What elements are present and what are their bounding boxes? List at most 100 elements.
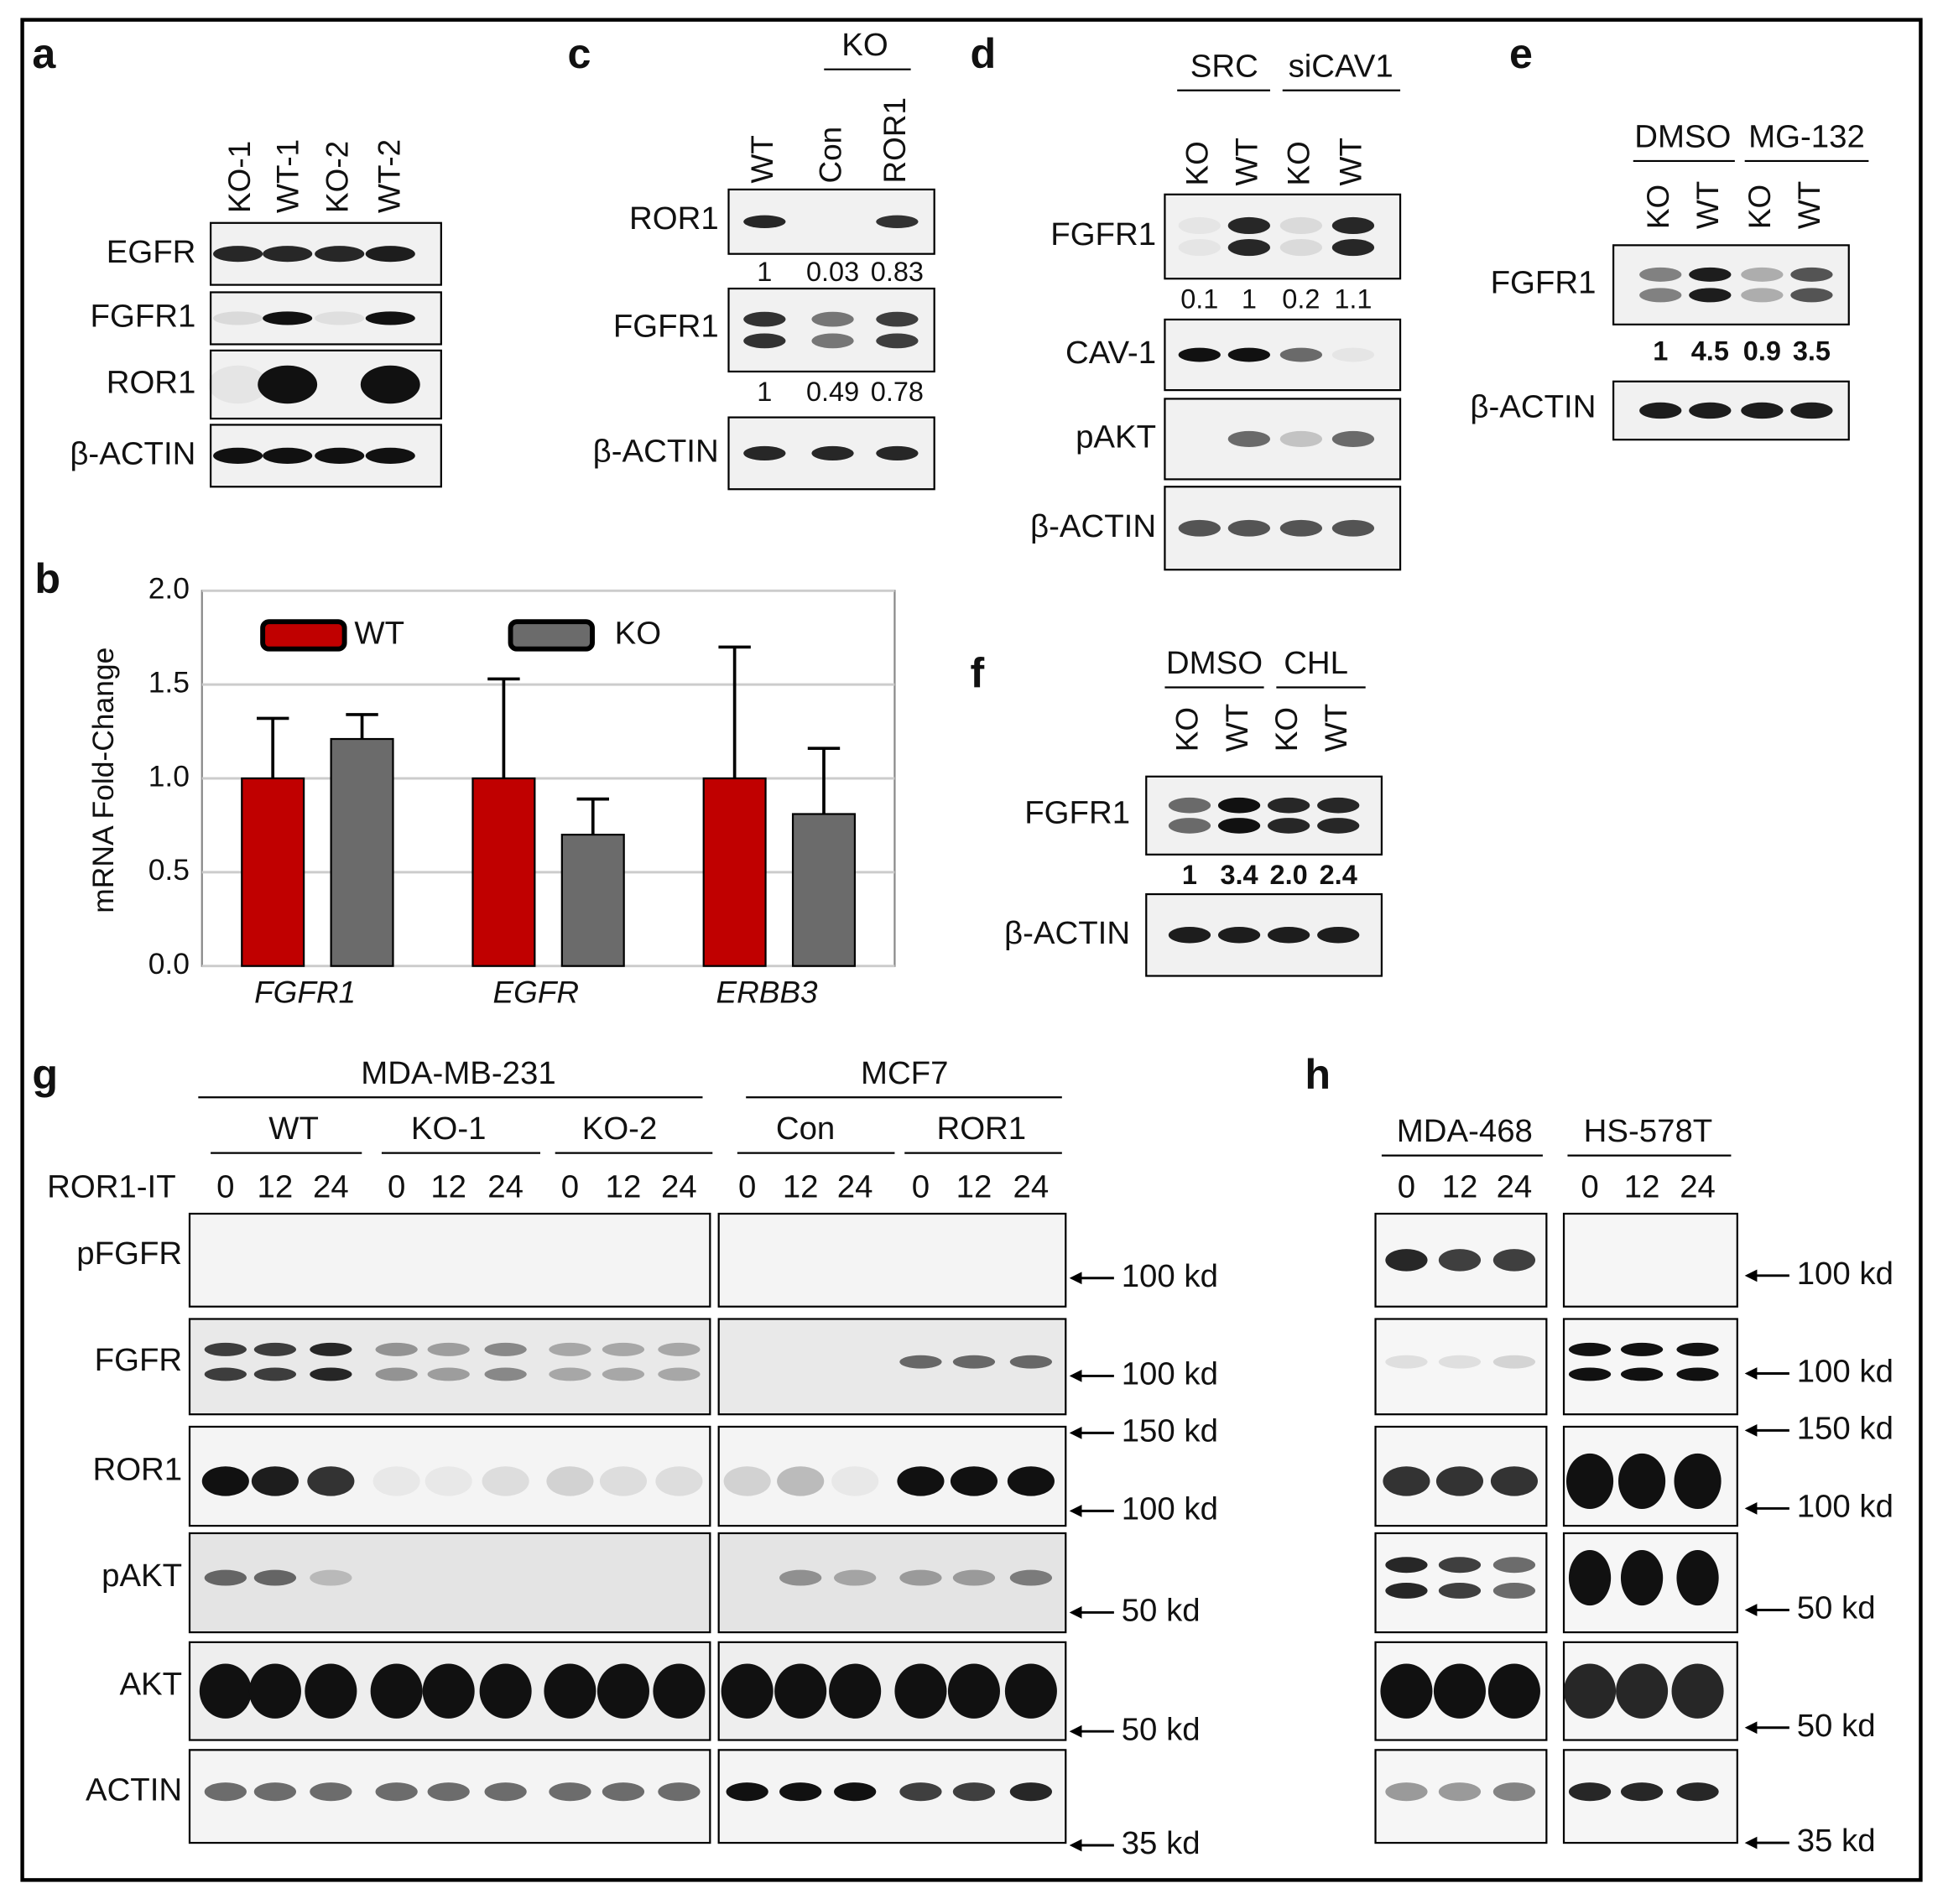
- size-marker: 35 kd: [1797, 1823, 1876, 1859]
- quantification: 0.9: [1743, 336, 1781, 366]
- marker-arrowhead: [1744, 1367, 1758, 1380]
- band: [1383, 1466, 1430, 1496]
- row-label: ROR1: [629, 200, 719, 237]
- band: [1676, 1782, 1719, 1802]
- legend-label: WT: [354, 616, 404, 652]
- band: [310, 1569, 352, 1586]
- size-marker: 100 kd: [1122, 1491, 1218, 1527]
- band: [1331, 239, 1375, 257]
- band: [310, 1342, 352, 1356]
- error-bar: [487, 677, 520, 779]
- blot: [1374, 1532, 1548, 1634]
- band: [1741, 288, 1784, 303]
- band: [1227, 519, 1270, 537]
- band: [1004, 1663, 1057, 1719]
- group-label: MCF7: [861, 1055, 948, 1091]
- band: [1487, 1663, 1540, 1719]
- marker-arrowhead: [1069, 1426, 1082, 1439]
- band: [1385, 1782, 1428, 1802]
- group-label: DMSO: [1166, 645, 1263, 681]
- band: [655, 1466, 703, 1496]
- band: [365, 311, 415, 325]
- band: [1009, 1782, 1053, 1802]
- marker-arrowhead: [1744, 1502, 1758, 1515]
- band: [1433, 1663, 1486, 1719]
- band: [1227, 347, 1270, 362]
- band: [1168, 927, 1211, 944]
- band: [251, 1466, 299, 1496]
- band: [365, 246, 415, 263]
- blot: [188, 1318, 711, 1416]
- band: [484, 1782, 527, 1802]
- panel-label: h: [1305, 1051, 1331, 1098]
- marker-arrowhead: [1069, 1272, 1082, 1285]
- band: [315, 246, 365, 263]
- y-axis-label: mRNA Fold-Change: [86, 648, 120, 913]
- size-marker: 100 kd: [1797, 1256, 1894, 1292]
- lane-label: KO: [1170, 707, 1205, 752]
- band: [365, 447, 415, 464]
- group-label: DMSO: [1634, 119, 1731, 155]
- band: [947, 1663, 1000, 1719]
- time-label: 0: [561, 1169, 579, 1205]
- bar: [330, 737, 394, 967]
- quantification: 1: [1242, 284, 1257, 314]
- band: [1790, 267, 1833, 282]
- error-bar: [256, 716, 289, 779]
- time-label: 24: [1013, 1169, 1050, 1205]
- band: [208, 365, 268, 404]
- lane-label: KO: [1742, 185, 1777, 229]
- band: [427, 1342, 470, 1356]
- band: [375, 1782, 418, 1802]
- band: [372, 1466, 420, 1496]
- legend-swatch: [260, 619, 347, 652]
- group-label: HS-578T: [1584, 1113, 1713, 1149]
- size-marker: 100 kd: [1797, 1489, 1894, 1525]
- band: [1564, 1663, 1617, 1719]
- band: [777, 1466, 825, 1496]
- group-label: MDA-468: [1397, 1113, 1533, 1149]
- band: [950, 1466, 998, 1496]
- group-label: MDA-MB-231: [361, 1055, 555, 1091]
- band: [876, 311, 919, 327]
- band: [1178, 519, 1221, 537]
- marker-arrowhead: [1069, 1839, 1082, 1852]
- time-label: 0: [388, 1169, 405, 1205]
- band: [479, 1663, 532, 1719]
- row-label: FGFR1: [613, 308, 719, 344]
- band: [1490, 1466, 1539, 1496]
- band: [1438, 1557, 1482, 1574]
- band: [1741, 267, 1784, 282]
- size-marker: 50 kd: [1797, 1708, 1876, 1744]
- band: [1331, 216, 1375, 235]
- band: [1331, 347, 1375, 362]
- band: [1492, 1355, 1536, 1369]
- panel-label: f: [971, 649, 985, 696]
- blot: [717, 1425, 1067, 1527]
- band: [375, 1342, 418, 1356]
- row-label: β-ACTIN: [593, 434, 719, 470]
- row-label: FGFR: [95, 1342, 182, 1378]
- error-bar: [346, 713, 378, 740]
- band: [315, 311, 365, 325]
- blot: [1374, 1318, 1548, 1416]
- bar: [471, 777, 536, 967]
- band: [1676, 1550, 1719, 1606]
- lane-label: WT: [1230, 138, 1264, 185]
- band: [1007, 1466, 1055, 1496]
- band: [1279, 347, 1323, 362]
- band: [1268, 927, 1310, 944]
- band: [1009, 1355, 1053, 1369]
- legend-swatch: [508, 619, 595, 652]
- band: [599, 1466, 648, 1496]
- band: [1331, 519, 1375, 537]
- band: [1438, 1355, 1482, 1369]
- band: [549, 1367, 591, 1381]
- band: [743, 445, 786, 460]
- size-marker: 100 kd: [1797, 1354, 1894, 1390]
- band: [1492, 1782, 1536, 1802]
- lane-label: KO: [1641, 185, 1675, 229]
- lane-label: WT: [1690, 181, 1725, 229]
- band: [1227, 239, 1270, 257]
